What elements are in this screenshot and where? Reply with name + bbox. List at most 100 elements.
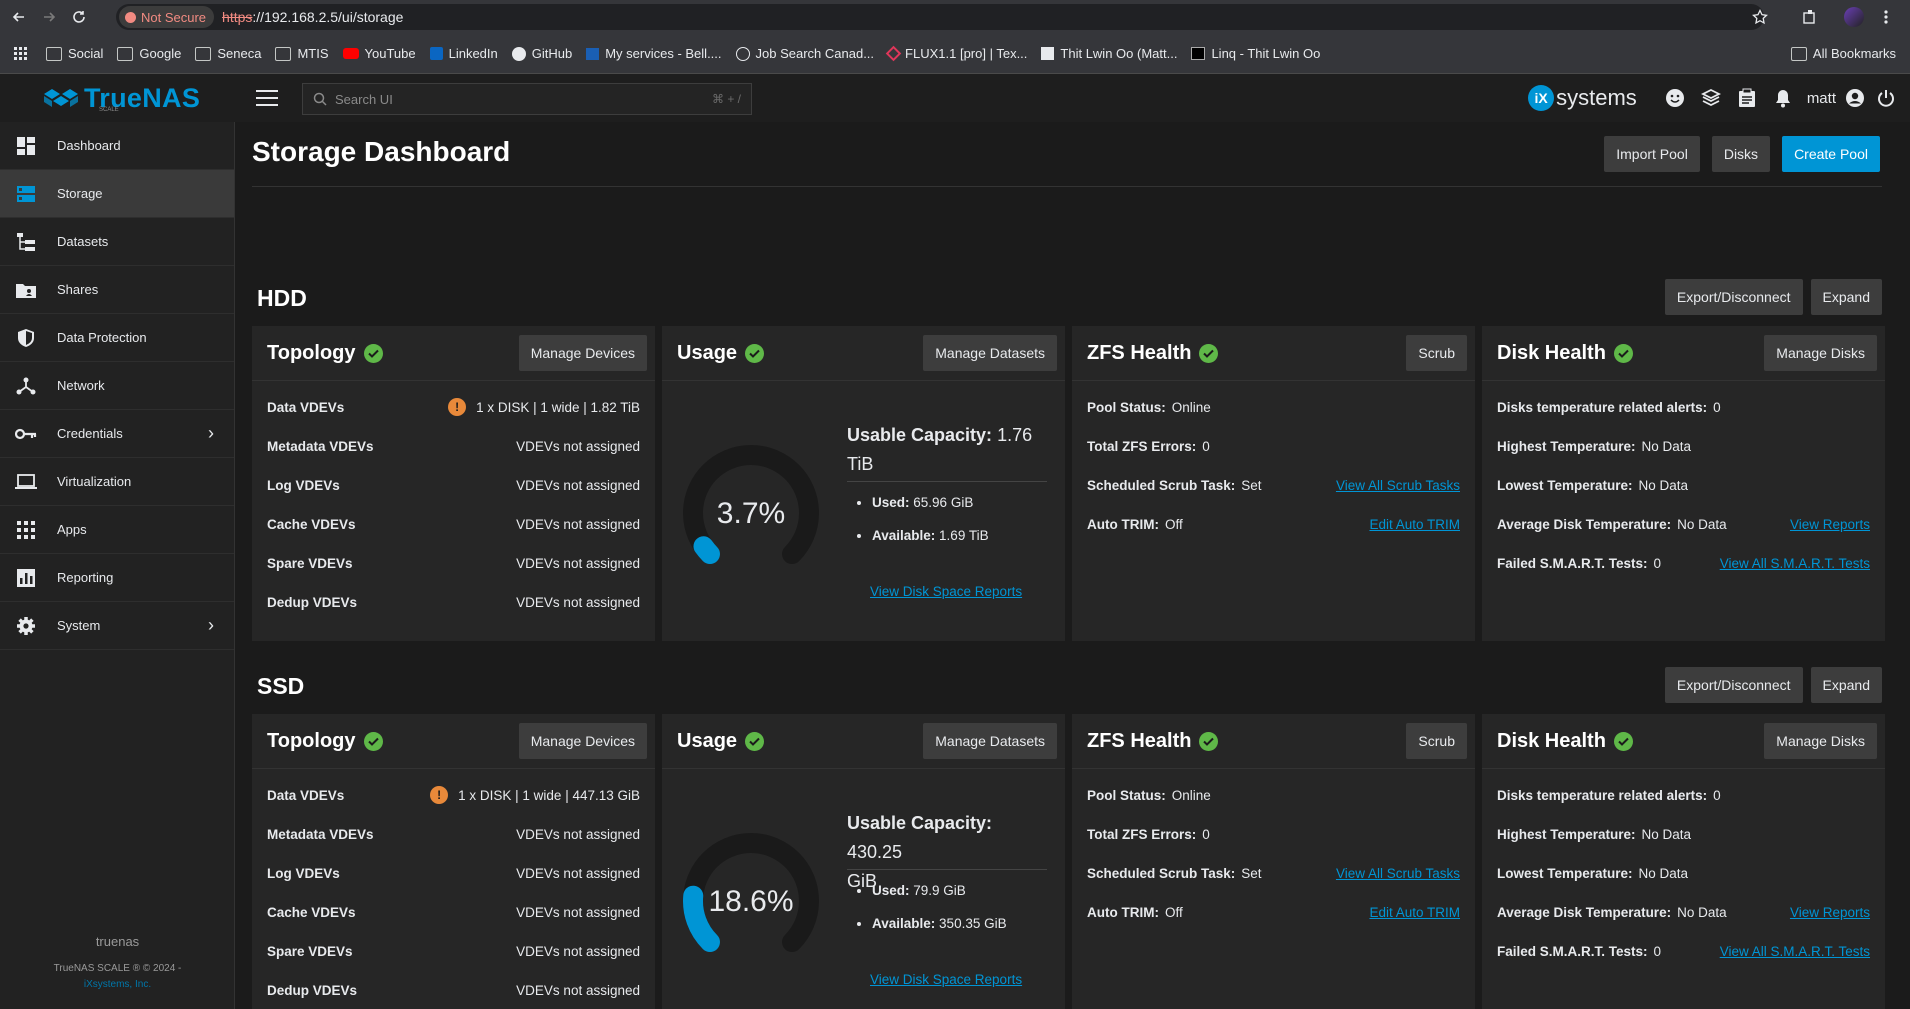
manage-devices-button[interactable]: Manage Devices [518,723,647,759]
manage-disks-button[interactable]: Manage Disks [1764,335,1877,371]
check-circle-icon [363,343,383,363]
view-all-scrub-tasks-link[interactable]: View All Scrub Tasks [1335,865,1460,881]
export-disconnect-button[interactable]: Export/Disconnect [1664,667,1803,703]
bookmark-social[interactable]: Social [46,46,103,61]
expand-button[interactable]: Expand [1810,279,1882,315]
create-pool-button[interactable]: Create Pool [1782,136,1880,172]
username-label[interactable]: matt [1806,89,1836,107]
expand-button[interactable]: Expand [1810,667,1882,703]
more-menu-icon[interactable] [1870,1,1902,33]
pool-name: HDD [257,285,307,311]
sidebar-item-storage[interactable]: Storage [0,170,234,218]
bookmark-flux[interactable]: FLUX1.1 [pro] | Tex... [885,45,1027,62]
star-icon[interactable] [1744,1,1776,33]
edit-auto-trim-link[interactable]: Edit Auto TRIM [1369,904,1460,920]
bookmark-youtube[interactable]: YouTube [342,46,416,61]
power-icon[interactable] [1868,80,1904,116]
network-icon [15,375,37,397]
cache-vdevs-label: Cache VDEVs [267,516,356,532]
disks-button[interactable]: Disks [1711,136,1771,172]
dedup-vdevs-label: Dedup VDEVs [267,982,358,998]
search-input[interactable]: Search UI ⌘ + / [302,83,752,115]
warning-icon[interactable]: ! [448,398,467,416]
sidebar-item-credentials[interactable]: Credentials › [0,410,234,458]
gear-icon [15,615,37,637]
bookmark-linkedin[interactable]: LinkedIn [429,46,498,61]
youtube-icon [342,48,359,59]
profile-avatar-icon[interactable] [1838,1,1870,33]
reload-icon[interactable] [66,4,92,30]
scheduled-scrub-value: Set [1241,477,1262,493]
failed-smart-value: 0 [1653,555,1662,571]
export-disconnect-button[interactable]: Export/Disconnect [1664,279,1803,315]
ix-brand-text: systems [1556,85,1637,110]
manage-disks-button[interactable]: Manage Disks [1764,723,1877,759]
not-secure-badge[interactable]: Not Secure [119,6,215,28]
bookmark-google[interactable]: Google [117,46,181,61]
warning-icon[interactable]: ! [430,786,449,804]
search-placeholder: Search UI [335,91,393,107]
all-bookmarks[interactable]: All Bookmarks [1790,46,1896,61]
check-circle-icon [1613,343,1633,363]
bookmark-label: My services - Bell.... [605,46,722,61]
view-disk-space-reports-link[interactable]: View Disk Space Reports [870,584,1023,599]
view-reports-link[interactable]: View Reports [1789,516,1870,532]
manage-devices-button[interactable]: Manage Devices [518,335,647,371]
sidebar-item-dashboard[interactable]: Dashboard [0,122,234,170]
available-label: Available: [872,528,936,543]
import-pool-button[interactable]: Import Pool [1604,136,1700,172]
laptop-icon [15,471,37,493]
view-all-scrub-tasks-link[interactable]: View All Scrub Tasks [1335,477,1460,493]
bookmark-github[interactable]: GitHub [511,46,572,61]
edit-auto-trim-link[interactable]: Edit Auto TRIM [1369,516,1460,532]
search-icon [313,92,327,106]
scrub-button[interactable]: Scrub [1406,335,1467,371]
feedback-smiley-icon[interactable] [1657,80,1693,116]
linkedin-icon [429,47,443,60]
company-link[interactable]: iXsystems, Inc. [83,979,152,990]
bookmark-seneca[interactable]: Seneca [195,46,261,61]
sidebar-item-reporting[interactable]: Reporting [0,554,234,602]
shares-icon [15,279,37,301]
truecommand-icon[interactable] [1693,80,1729,116]
bookmark-linq[interactable]: Linq - Thit Lwin Oo [1191,46,1320,61]
sidebar-item-data-protection[interactable]: Data Protection [0,314,234,362]
sidebar-item-apps[interactable]: Apps [0,506,234,554]
jobs-clipboard-icon[interactable] [1729,80,1765,116]
view-reports-link[interactable]: View Reports [1789,904,1870,920]
spare-vdevs-label: Spare VDEVs [267,943,353,959]
sidebar-item-network[interactable]: Network [0,362,234,410]
notifications-bell-icon[interactable] [1765,80,1801,116]
sidebar-item-datasets[interactable]: Datasets [0,218,234,266]
logo-subtext: SCALE [99,107,119,113]
sidebar-item-system[interactable]: System › [0,602,234,650]
usage-gauge: 18.6% [683,833,819,953]
manage-datasets-button[interactable]: Manage Datasets [923,335,1057,371]
hamburger-menu-icon[interactable] [256,90,278,106]
scrub-button[interactable]: Scrub [1406,723,1467,759]
truenas-logo[interactable]: TrueNAS SCALE [0,74,235,122]
back-icon[interactable] [6,4,32,30]
bookmark-thit[interactable]: Thit Lwin Oo (Matt... [1041,46,1177,61]
search-shortcut: ⌘ + / [711,92,741,106]
manage-datasets-button[interactable]: Manage Datasets [923,723,1057,759]
address-bar[interactable]: Not Secure https://192.168.2.5/ui/storag… [116,4,1764,30]
view-disk-space-reports-link[interactable]: View Disk Space Reports [870,972,1023,987]
account-circle-icon[interactable] [1842,80,1868,116]
bookmark-label: Linq - Thit Lwin Oo [1211,46,1321,61]
metadata-vdevs-label: Metadata VDEVs [267,438,374,454]
view-all-smart-link[interactable]: View All S.M.A.R.T. Tests [1719,555,1870,571]
disk-health-card: Disk Health Manage Disks Disks temperatur… [1482,326,1885,641]
data-vdevs-label: Data VDEVs [267,787,345,803]
bookmark-bell[interactable]: My services - Bell.... [586,46,722,61]
extensions-icon[interactable] [1794,1,1826,33]
sidebar-item-virtualization[interactable]: Virtualization [0,458,234,506]
bookmark-mtis[interactable]: MTIS [275,46,329,61]
forward-icon[interactable] [36,4,62,30]
sidebar-item-shares[interactable]: Shares [0,266,234,314]
apps-grid-icon[interactable] [14,46,28,61]
ixsystems-logo[interactable]: iX systems [1528,85,1637,111]
view-all-smart-link[interactable]: View All S.M.A.R.T. Tests [1719,943,1870,959]
bookmark-job-search[interactable]: Job Search Canad... [735,46,874,61]
check-circle-icon [1613,731,1633,751]
